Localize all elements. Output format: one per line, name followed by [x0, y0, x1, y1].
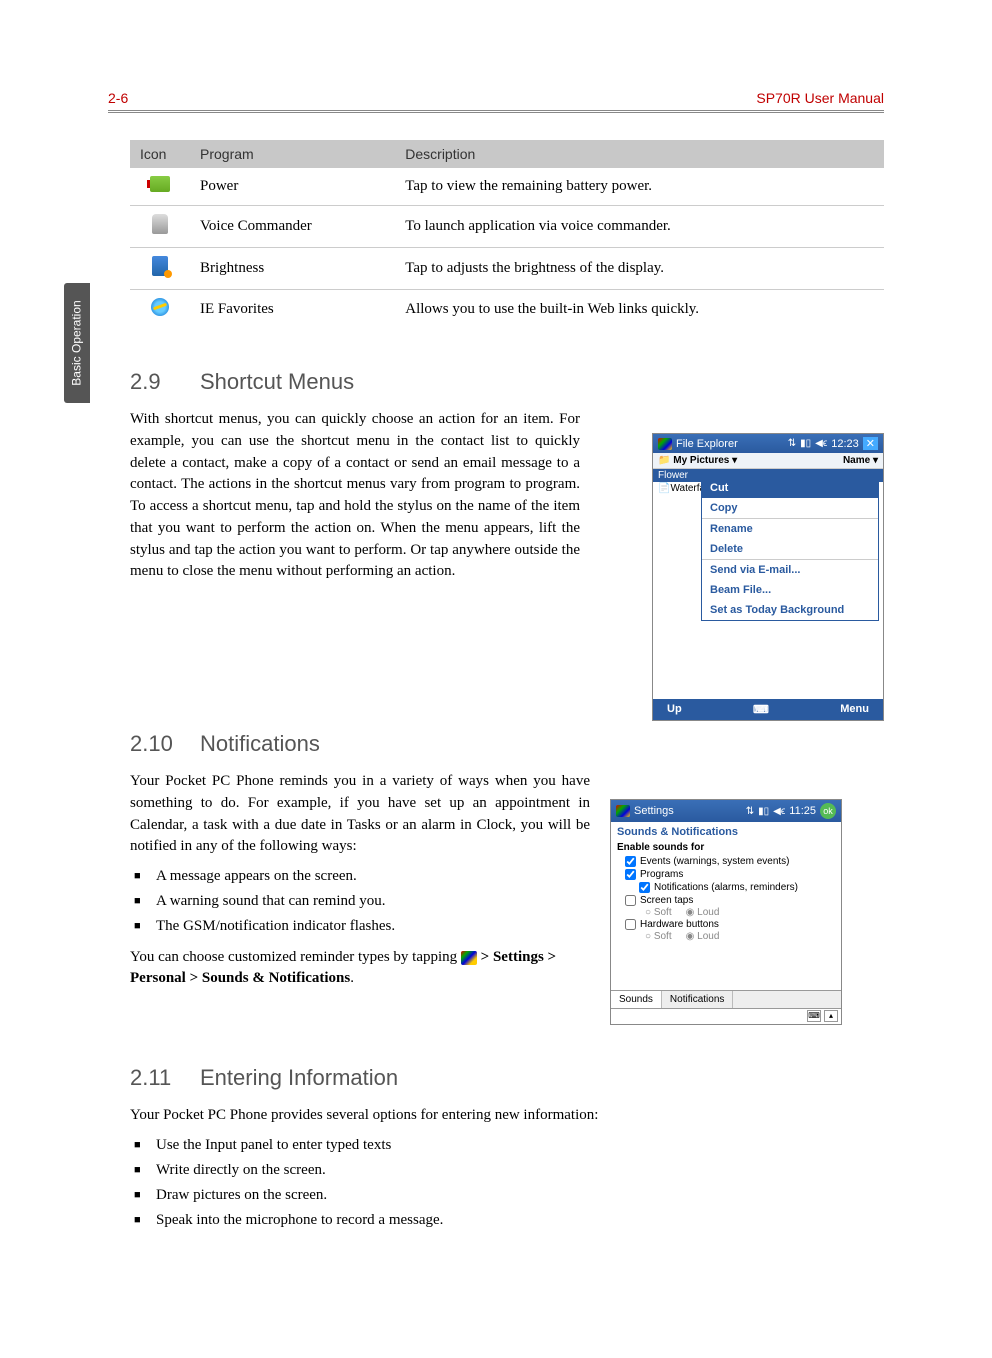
radios-screen: ○ Soft◉ Loud: [611, 907, 841, 918]
window-title: File Explorer: [676, 438, 738, 450]
clock: 12:23: [831, 438, 859, 450]
section-2-11-heading: 2.11Entering Information: [130, 1065, 884, 1091]
start-icon: [616, 805, 630, 817]
sync-icon: ⇅: [746, 806, 754, 817]
list-item: Use the Input panel to enter typed texts: [130, 1135, 884, 1156]
menu-button[interactable]: Menu: [840, 703, 869, 716]
signal-icon: ▮▯: [758, 806, 769, 817]
context-menu: Cut Copy Rename Delete Send via E-mail..…: [701, 477, 879, 621]
bottom-bar: Up ⌨ Menu: [653, 699, 883, 720]
program-cell: IE Favorites: [190, 290, 395, 330]
sec-num: 2.10: [130, 731, 200, 757]
speaker-icon: ◀ϵ: [773, 806, 785, 817]
desc-cell: To launch application via voice commande…: [395, 206, 884, 248]
list-item: A message appears on the screen.: [130, 866, 590, 887]
opt-programs[interactable]: Programs: [611, 868, 841, 881]
program-cell: Voice Commander: [190, 206, 395, 248]
sec-2-10-body: Your Pocket PC Phone reminds you in a va…: [130, 771, 590, 858]
clock: 11:25: [789, 805, 816, 817]
titlebar: Settings ⇅ ▮▯ ◀ϵ 11:25 ok: [611, 800, 841, 822]
sec-title: Entering Information: [200, 1065, 398, 1090]
path-bar: 📁 My Pictures ▾ Name ▾: [653, 453, 883, 469]
side-tab-label: Basic Operation: [70, 300, 84, 385]
keyboard-icon[interactable]: ⌨: [753, 703, 769, 716]
entering-list: Use the Input panel to enter typed texts…: [130, 1135, 884, 1231]
voice-icon: [130, 206, 190, 248]
ie-icon: [130, 290, 190, 330]
keyboard-icon[interactable]: ⌨: [807, 1010, 821, 1022]
page-header: 2-6 SP70R User Manual: [108, 90, 884, 113]
speaker-icon: ◀ϵ: [815, 438, 827, 449]
list-item: Speak into the microphone to record a me…: [130, 1210, 884, 1231]
power-icon: [130, 168, 190, 206]
menu-cut[interactable]: Cut: [702, 478, 878, 498]
table-row: Power Tap to view the remaining battery …: [130, 168, 884, 206]
menu-rename[interactable]: Rename: [702, 518, 878, 539]
opt-notifications[interactable]: Notifications (alarms, reminders): [611, 881, 841, 894]
th-desc: Description: [395, 140, 884, 168]
list-item: Write directly on the screen.: [130, 1160, 884, 1181]
table-row: IE Favorites Allows you to use the built…: [130, 290, 884, 330]
start-icon: [461, 951, 477, 965]
status-bar: ⌨▴: [611, 1008, 841, 1024]
sec-num: 2.9: [130, 369, 200, 395]
list-item: A warning sound that can remind you.: [130, 891, 590, 912]
program-cell: Power: [190, 168, 395, 206]
section-2-10-heading: 2.10Notifications: [130, 731, 884, 757]
radios-hardware: ○ Soft◉ Loud: [611, 931, 841, 942]
close-icon[interactable]: ✕: [863, 437, 878, 450]
up-arrow-icon[interactable]: ▴: [824, 1010, 838, 1022]
sec-title: Shortcut Menus: [200, 369, 354, 394]
desc-cell: Tap to view the remaining battery power.: [395, 168, 884, 206]
screenshot-file-explorer: File Explorer ⇅ ▮▯ ◀ϵ 12:23 ✕ 📁 My Pictu…: [652, 433, 884, 721]
titlebar: File Explorer ⇅ ▮▯ ◀ϵ 12:23 ✕: [653, 434, 883, 453]
menu-send-email[interactable]: Send via E-mail...: [702, 559, 878, 580]
icon-table: Icon Program Description Power Tap to vi…: [130, 140, 884, 329]
tab-sounds[interactable]: Sounds: [611, 991, 662, 1008]
page-number: 2-6: [108, 90, 128, 106]
window-title: Settings: [634, 805, 674, 817]
sync-icon: ⇅: [788, 438, 796, 449]
desc-cell: Allows you to use the built-in Web links…: [395, 290, 884, 330]
opt-hardware[interactable]: Hardware buttons: [611, 918, 841, 931]
th-icon: Icon: [130, 140, 190, 168]
list-item: Draw pictures on the screen.: [130, 1185, 884, 1206]
menu-set-bg[interactable]: Set as Today Background: [702, 600, 878, 620]
sec-2-9-body: With shortcut menus, you can quickly cho…: [130, 409, 580, 583]
opt-events[interactable]: Events (warnings, system events): [611, 855, 841, 868]
menu-beam[interactable]: Beam File...: [702, 580, 878, 600]
signal-icon: ▮▯: [800, 438, 811, 449]
menu-delete[interactable]: Delete: [702, 539, 878, 559]
section-2-9-heading: 2.9Shortcut Menus: [130, 369, 884, 395]
manual-title: SP70R User Manual: [756, 90, 884, 106]
table-row: Voice Commander To launch application vi…: [130, 206, 884, 248]
menu-copy[interactable]: Copy: [702, 498, 878, 518]
enable-label: Enable sounds for: [611, 842, 841, 855]
sec-num: 2.11: [130, 1065, 200, 1091]
sec-title: Notifications: [200, 731, 320, 756]
ok-button[interactable]: ok: [820, 803, 836, 819]
opt-screen-taps[interactable]: Screen taps: [611, 894, 841, 907]
side-tab: Basic Operation: [64, 283, 90, 403]
start-icon: [658, 438, 672, 450]
program-cell: Brightness: [190, 248, 395, 290]
tabs: Sounds Notifications: [611, 990, 841, 1008]
notifications-list: A message appears on the screen. A warni…: [130, 866, 590, 937]
up-button[interactable]: Up: [667, 703, 682, 716]
settings-heading: Sounds & Notifications: [611, 822, 841, 842]
screenshot-settings: Settings ⇅ ▮▯ ◀ϵ 11:25 ok Sounds & Notif…: [610, 799, 842, 1025]
th-program: Program: [190, 140, 395, 168]
tab-notifications[interactable]: Notifications: [662, 991, 733, 1008]
desc-cell: Tap to adjusts the brightness of the dis…: [395, 248, 884, 290]
reminder-note: You can choose customized reminder types…: [130, 947, 590, 989]
brightness-icon: [130, 248, 190, 290]
table-row: Brightness Tap to adjusts the brightness…: [130, 248, 884, 290]
sec-2-11-body: Your Pocket PC Phone provides several op…: [130, 1105, 884, 1127]
list-item: The GSM/notification indicator flashes.: [130, 916, 590, 937]
